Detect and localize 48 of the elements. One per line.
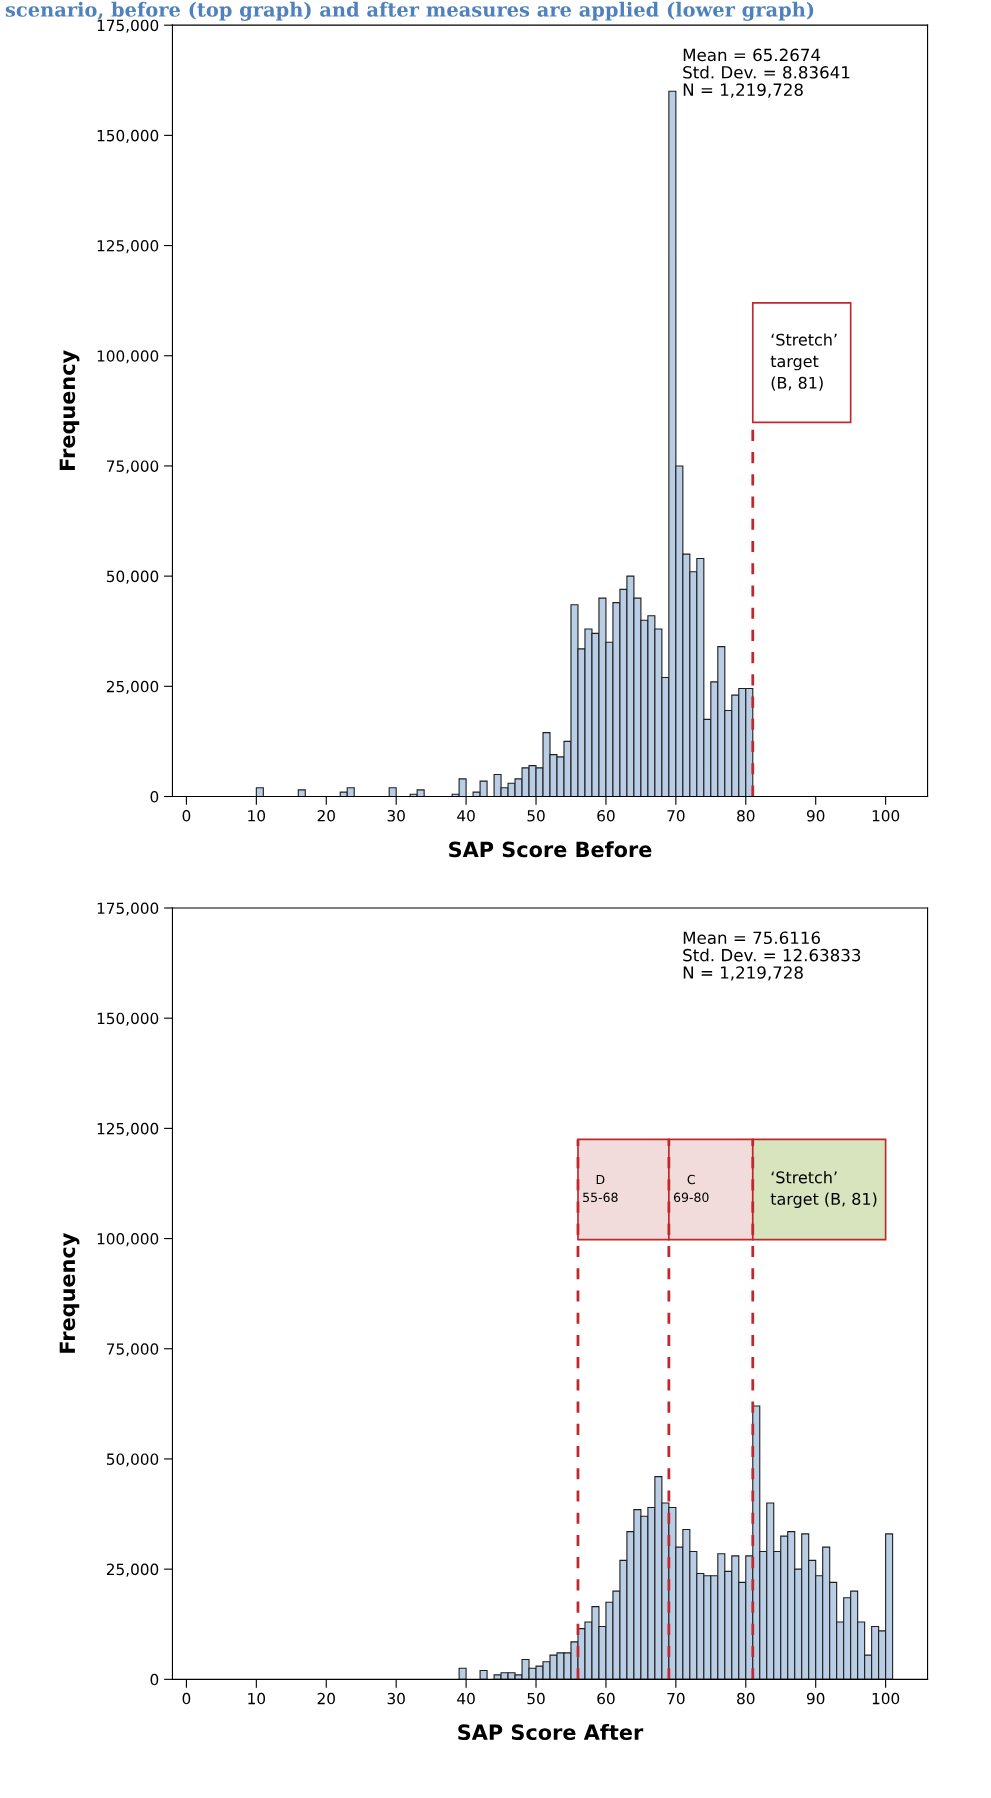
x-tick-label: 10 (248, 1692, 266, 1705)
y-tick-label: 125,000 (97, 240, 159, 254)
x-tick-label: 0 (182, 1692, 191, 1705)
ref-line-label: ‘Stretch’ target (B, 81) (770, 333, 837, 391)
y-tick-label: 25,000 (106, 1563, 159, 1577)
y-tick-label: 75,000 (107, 1343, 159, 1357)
x-axis-title: SAP Score After (458, 1723, 644, 1741)
x-tick-label: 30 (387, 1692, 405, 1705)
x-tick-label: 20 (317, 809, 335, 822)
x-axis-title: SAP Score Before (449, 841, 652, 858)
x-tick-label: 70 (667, 1692, 685, 1705)
x-tick-label: 90 (806, 809, 825, 822)
x-tick-label: 90 (806, 1692, 825, 1705)
y-tick-label: 150,000 (97, 129, 159, 143)
y-tick-label: 50,000 (106, 570, 159, 584)
x-tick-label: 100 (872, 809, 900, 822)
x-tick-label: 40 (457, 1692, 475, 1705)
x-tick-label: 100 (872, 1692, 900, 1705)
y-tick-label: 175,000 (97, 19, 159, 33)
ref-line-label: C 69-80 (673, 1174, 709, 1203)
x-tick-label: 30 (387, 809, 405, 822)
ref-line-label: D 55-68 (583, 1174, 618, 1203)
y-tick-label: 25,000 (106, 680, 159, 694)
x-tick-label: 60 (597, 809, 615, 822)
y-tick-label: 75,000 (107, 460, 159, 474)
y-axis-title: Frequency (59, 1233, 80, 1353)
x-tick-label: 70 (667, 809, 685, 822)
x-tick-label: 20 (317, 1692, 335, 1705)
x-tick-label: 50 (527, 809, 545, 822)
y-tick-label: 150,000 (97, 1012, 159, 1026)
x-tick-label: 40 (457, 809, 475, 822)
annotation: Mean = 65.2674 Std. Dev. = 8.83641 N = 1,219,728 (683, 48, 850, 98)
y-tick-label: 0 (150, 1673, 159, 1686)
x-tick-label: 0 (182, 809, 191, 822)
y-tick-label: 125,000 (97, 1122, 159, 1136)
y-tick-label: 0 (150, 790, 159, 803)
x-tick-label: 50 (527, 1692, 545, 1705)
x-tick-label: 80 (737, 809, 755, 822)
x-tick-label: 80 (737, 1692, 755, 1705)
x-tick-label: 60 (597, 1692, 615, 1705)
y-tick-label: 175,000 (97, 902, 159, 916)
annotation: Mean = 75.6116 Std. Dev. = 12.63833 N = 1,219,728 (683, 931, 861, 981)
y-axis-title: Frequency (59, 350, 80, 470)
y-tick-label: 100,000 (97, 350, 159, 364)
x-tick-label: 10 (248, 809, 266, 822)
ref-line-label: ‘Stretch’ target (B, 81) (770, 1171, 877, 1209)
y-tick-label: 50,000 (106, 1453, 159, 1467)
y-tick-label: 100,000 (97, 1233, 159, 1247)
